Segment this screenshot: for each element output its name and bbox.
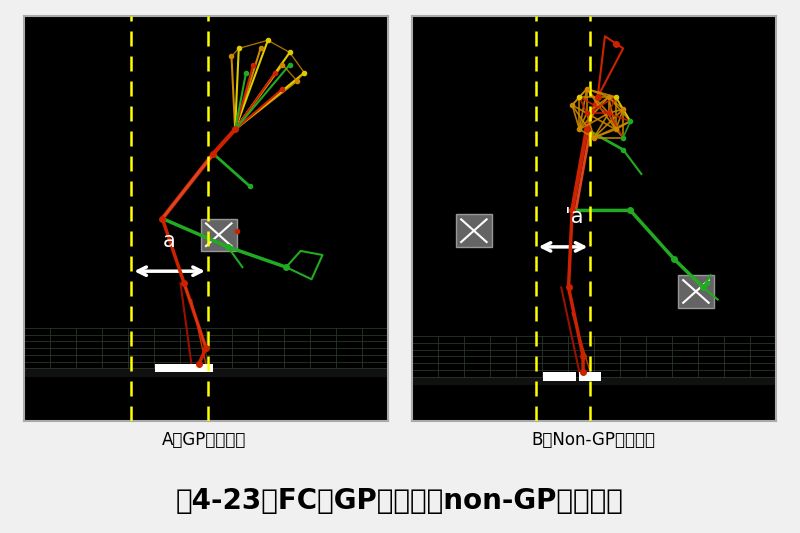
Text: A．GP群代表例: A．GP群代表例 — [162, 431, 246, 449]
Bar — [24, 368, 388, 376]
FancyBboxPatch shape — [456, 214, 492, 247]
Bar — [543, 373, 576, 381]
Bar — [412, 376, 776, 385]
Text: 図4-23．FC時GP群およびnon-GP群の姿勢: 図4-23．FC時GP群およびnon-GP群の姿勢 — [176, 487, 624, 515]
FancyBboxPatch shape — [678, 275, 714, 308]
Bar — [155, 365, 191, 373]
Bar — [191, 365, 214, 373]
FancyBboxPatch shape — [201, 219, 237, 251]
Text: B．Non-GP群代表例: B．Non-GP群代表例 — [532, 431, 656, 449]
Text: a: a — [163, 231, 176, 251]
Bar — [579, 373, 602, 381]
Text: 'a: 'a — [565, 207, 583, 227]
